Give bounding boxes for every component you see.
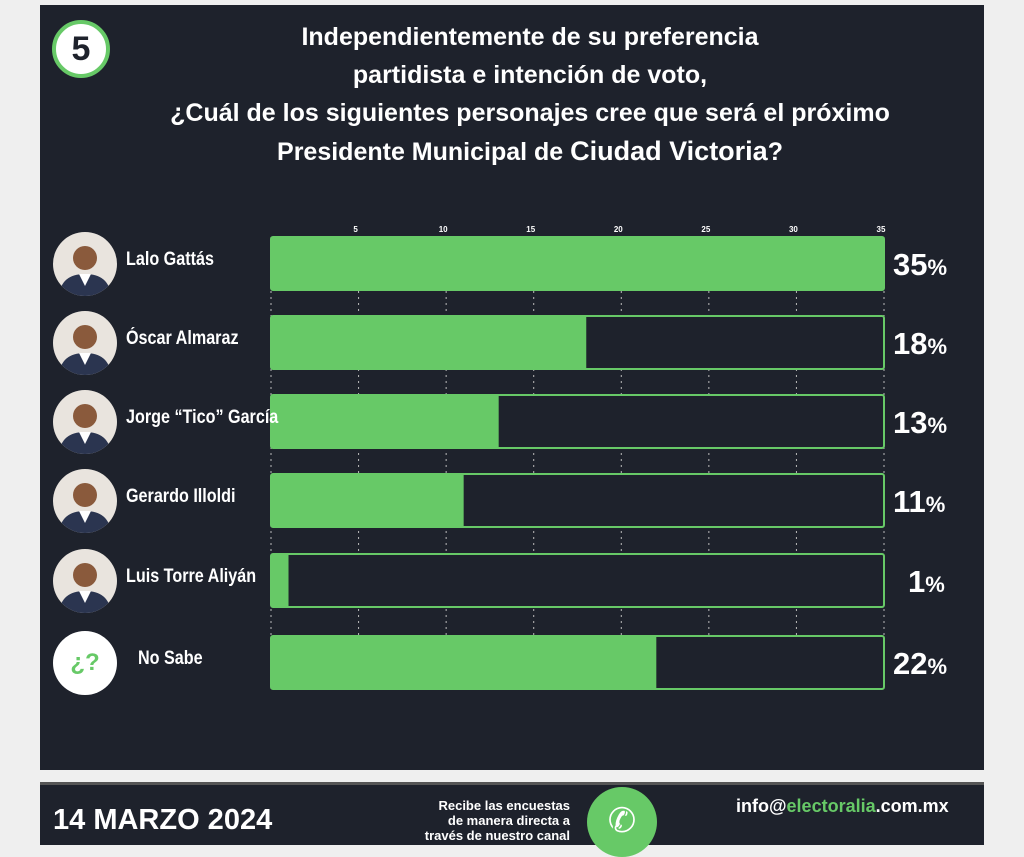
data-label: 1% [908, 564, 945, 599]
category-label: Gerardo Illoldi [126, 486, 236, 507]
category-label: Lalo Gattás [126, 249, 214, 270]
title-end: ? [767, 138, 783, 166]
footer [40, 782, 984, 845]
candidate-avatar [53, 311, 117, 375]
question-number-badge: 5 [52, 20, 110, 78]
candidate-avatar [53, 232, 117, 296]
x-tick-label: 5 [353, 225, 358, 234]
candidate-avatar [53, 390, 117, 454]
candidate-avatar [53, 549, 117, 613]
data-label: 22% [893, 646, 948, 681]
x-tick-label: 10 [439, 225, 448, 234]
cta-line: de manera directa a [447, 813, 570, 828]
footer-cta: Recibe las encuestas de manera directa a… [390, 798, 570, 843]
bar [271, 554, 289, 607]
whatsapp-icon[interactable]: ✆ [587, 787, 657, 857]
data-label: 13% [893, 405, 948, 440]
category-label: No Sabe [138, 648, 203, 669]
title-highlight: Ciudad Victoria [570, 136, 768, 166]
category-label: Luis Torre Aliyán [126, 566, 257, 587]
email-part: .com.mx [875, 796, 949, 816]
title-line: ¿Cuál de los siguientes personajes cree … [170, 99, 890, 127]
title-text: Presidente Municipal de [277, 138, 571, 166]
category-label: Jorge “Tico” García [126, 407, 279, 428]
bar [271, 237, 884, 290]
data-label: 11% [893, 484, 946, 519]
data-label: 35% [893, 247, 948, 282]
cta-line: través de nuestro canal [424, 828, 570, 843]
x-tick-label: 15 [526, 225, 535, 234]
bar [271, 316, 587, 369]
data-label: 18% [893, 326, 948, 361]
bar [271, 395, 499, 448]
footer-email[interactable]: info@electoralia.com.mx [736, 796, 949, 817]
cta-line: Recibe las encuestas [438, 798, 570, 813]
title-line: Presidente Municipal de Ciudad Victoria? [110, 132, 950, 171]
x-tick-label: 20 [614, 225, 623, 234]
candidate-avatar [53, 469, 117, 533]
title-line: Independientemente de su preferencia [301, 23, 759, 51]
bar [271, 474, 464, 527]
bar [271, 636, 657, 689]
category-label: Óscar Almaraz [126, 328, 239, 349]
email-part: info@ [736, 796, 787, 816]
footer-date: 14 MARZO 2024 [53, 804, 273, 836]
x-tick-label: 25 [701, 225, 710, 234]
unknown-icon: ¿? [53, 631, 117, 695]
email-brand: electoralia [786, 796, 876, 816]
bar-chart: 5 10 15 20 25 30 35 [270, 225, 886, 690]
title-line: partidista e intención de voto, [352, 61, 708, 89]
x-tick-label: 30 [789, 225, 798, 234]
x-tick-label: 35 [877, 225, 886, 234]
bar-track [270, 553, 885, 608]
chart-title: Independientemente de su preferencia par… [110, 18, 950, 171]
